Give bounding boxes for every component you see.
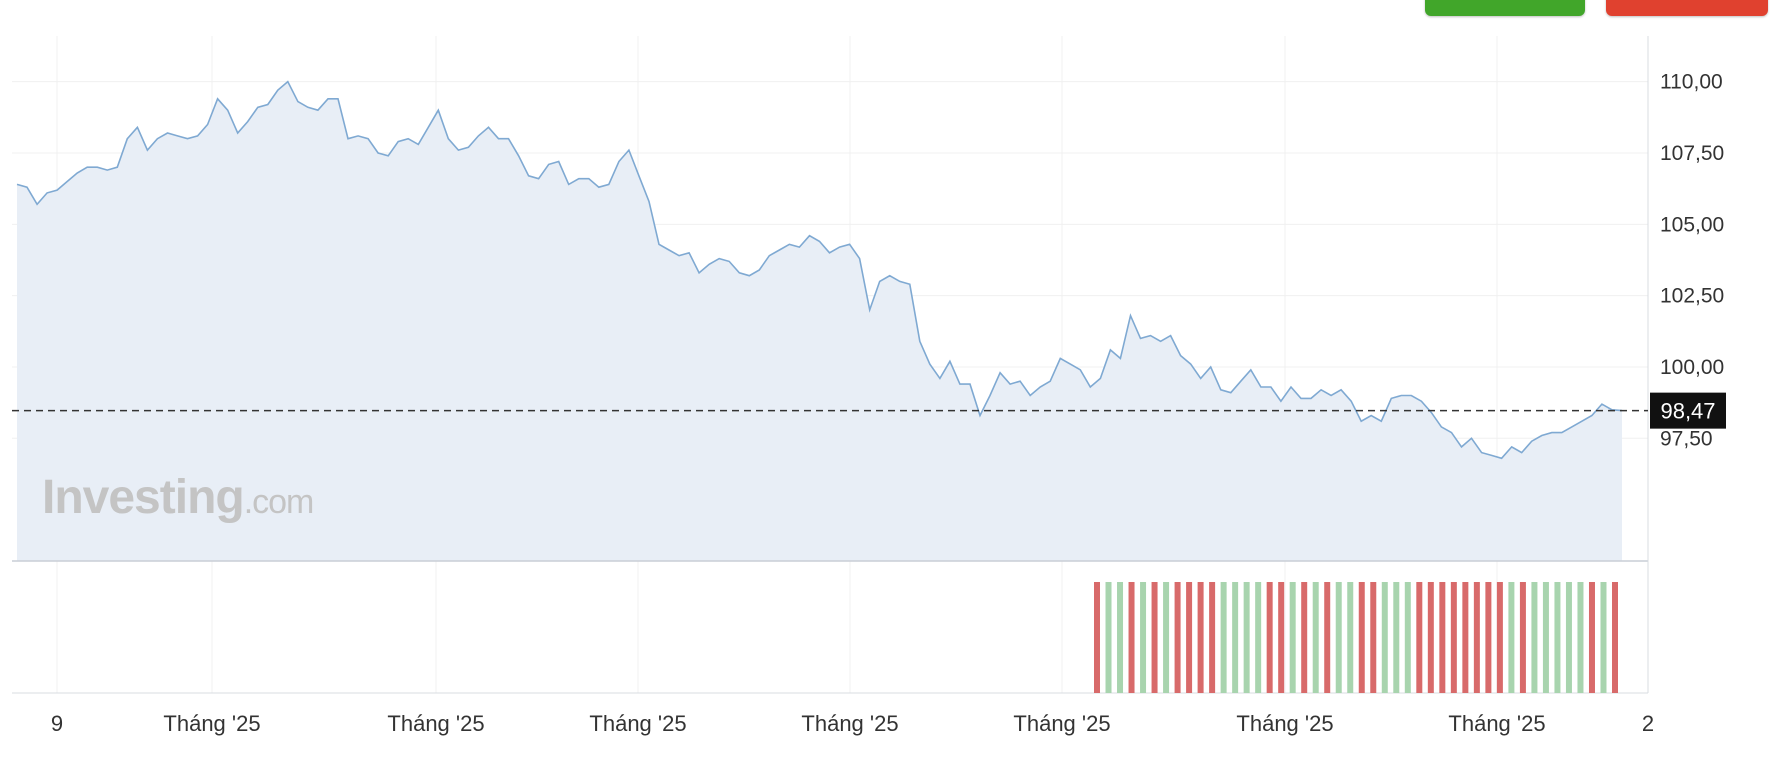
volume-bar-down: [1301, 582, 1308, 693]
volume-bar-up: [1243, 582, 1250, 693]
volume-bar-up: [1140, 582, 1147, 693]
x-tick-label: Tháng '25: [163, 711, 260, 736]
investing-logo-watermark: Investing.com: [42, 470, 315, 525]
volume-bar-down: [1278, 582, 1285, 693]
volume-bar-up: [1232, 582, 1239, 693]
x-tick-label: 2: [1642, 711, 1654, 736]
volume-bar-down: [1151, 582, 1158, 693]
volume-bar-up: [1335, 582, 1342, 693]
volume-bar-down: [1519, 582, 1526, 693]
volume-bar-up: [1117, 582, 1124, 693]
y-tick-label: 97,50: [1660, 427, 1713, 450]
volume-bar-down: [1427, 582, 1434, 693]
volume-bar-down: [1209, 582, 1216, 693]
volume-bar-up: [1381, 582, 1388, 693]
volume-bar-up: [1105, 582, 1112, 693]
current-price-tag: [1650, 392, 1726, 429]
volume-bar-down: [1186, 582, 1193, 693]
volume-bar-down: [1358, 582, 1365, 693]
volume-bar-down: [1612, 582, 1618, 693]
volume-bar-down: [1128, 582, 1135, 693]
price-area-fill: [17, 81, 1622, 561]
volume-bar-up: [1554, 582, 1561, 693]
y-tick-label: 102,50: [1660, 285, 1724, 308]
volume-bar-down: [1496, 582, 1503, 693]
y-tick-label: 105,00: [1660, 213, 1724, 236]
volume-bar-down: [1197, 582, 1204, 693]
volume-bar-up: [1565, 582, 1572, 693]
price-line: [16, 80, 1623, 460]
volume-bar-down: [1094, 582, 1100, 693]
x-tick-label: Tháng '25: [801, 711, 898, 736]
volume-bar-down: [1416, 582, 1423, 693]
volume-bar-down: [1485, 582, 1492, 693]
watermark-brand: Investing: [42, 471, 245, 524]
watermark-suffix: .com: [243, 483, 315, 521]
volume-bar-up: [1404, 582, 1411, 693]
volume-bar-up: [1577, 582, 1584, 693]
volume-bar-down: [1462, 582, 1469, 693]
x-tick-label: 9: [51, 711, 63, 736]
volume-bar-down: [1450, 582, 1457, 693]
x-tick-label: Tháng '25: [1013, 711, 1110, 736]
volume-bar-up: [1255, 582, 1262, 693]
volume-bar-up: [1600, 582, 1607, 693]
volume-bar-up: [1347, 582, 1354, 693]
volume-bar-up: [1163, 582, 1170, 693]
y-tick-label: 100,00: [1660, 356, 1724, 379]
x-tick-label: Tháng '25: [387, 711, 484, 736]
volume-bar-down: [1439, 582, 1446, 693]
x-tick-label: Tháng '25: [589, 711, 686, 736]
volume-bar-up: [1393, 582, 1400, 693]
volume-bar-up: [1542, 582, 1549, 693]
volume-bar-down: [1174, 582, 1181, 693]
volume-bar-down: [1266, 582, 1273, 693]
volume-bar-up: [1531, 582, 1538, 693]
volume-bar-up: [1508, 582, 1515, 693]
volume-bar-up: [1289, 582, 1296, 693]
current-price-label: 98,47: [1660, 399, 1715, 424]
x-tick-label: Tháng '25: [1236, 711, 1333, 736]
volume-bar-down: [1473, 582, 1480, 693]
volume-bar-up: [1312, 582, 1319, 693]
volume-bar-down: [1588, 582, 1595, 693]
volume-bar-up: [1220, 582, 1227, 693]
volume-bar-down: [1324, 582, 1331, 693]
x-tick-label: Tháng '25: [1448, 711, 1545, 736]
y-tick-label: 110,00: [1660, 71, 1723, 94]
y-tick-label: 107,50: [1660, 142, 1724, 165]
buy-button[interactable]: Mua: [1425, 0, 1585, 16]
sell-button[interactable]: Bán: [1606, 0, 1768, 16]
volume-bar-down: [1370, 582, 1377, 693]
